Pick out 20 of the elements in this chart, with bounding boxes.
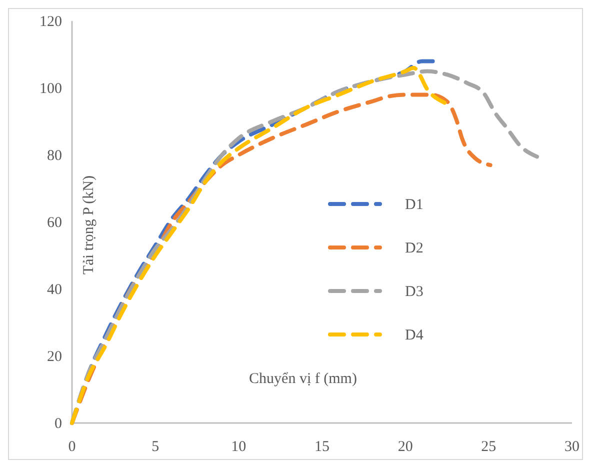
y-tick-label: 100 — [40, 81, 62, 97]
x-tick-label: 15 — [314, 439, 330, 455]
y-tick-label: 20 — [47, 349, 62, 365]
legend-label: D4 — [405, 328, 424, 344]
x-tick-label: 25 — [481, 439, 496, 455]
y-axis-title: Tải trọng P (kN) — [81, 175, 97, 275]
legend-label: D1 — [405, 197, 424, 213]
y-tick-label: 60 — [47, 215, 62, 231]
x-axis-title: Chuyển vị f (mm) — [249, 371, 357, 387]
x-tick-label: 30 — [564, 439, 580, 455]
legend-label: D3 — [405, 284, 424, 300]
legend-label: D2 — [405, 240, 424, 256]
x-tick-label: 5 — [152, 439, 160, 455]
y-tick-label: 0 — [54, 416, 62, 432]
y-tick-label: 40 — [47, 282, 62, 298]
x-tick-label: 20 — [398, 439, 413, 455]
y-tick-label: 120 — [40, 14, 62, 30]
x-tick-label: 0 — [68, 439, 76, 455]
y-tick-label: 80 — [47, 148, 62, 164]
x-tick-label: 10 — [231, 439, 246, 455]
